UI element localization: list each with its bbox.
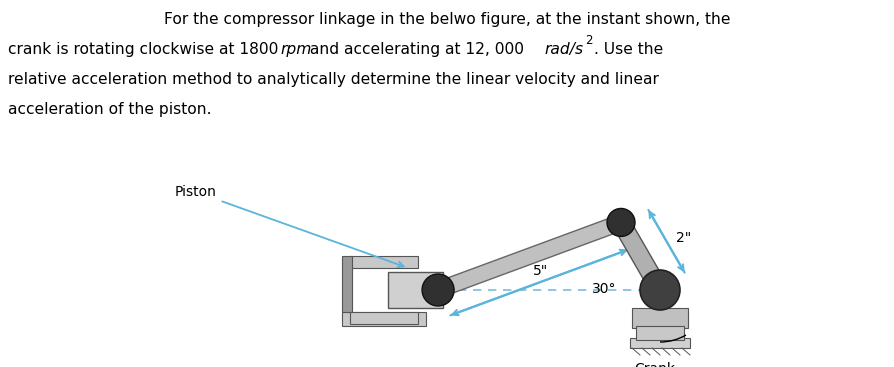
Text: 2: 2	[585, 34, 592, 47]
Text: acceleration of the piston.: acceleration of the piston.	[8, 102, 211, 117]
Text: rad/s: rad/s	[544, 42, 583, 57]
Bar	[342, 312, 426, 326]
Bar	[631, 308, 687, 328]
Bar	[350, 256, 417, 268]
Text: rpm: rpm	[280, 42, 311, 57]
Polygon shape	[612, 218, 667, 294]
Polygon shape	[434, 215, 623, 298]
Bar	[629, 338, 689, 348]
Circle shape	[422, 274, 453, 306]
Bar	[350, 312, 417, 324]
Text: and accelerating at 12, 000: and accelerating at 12, 000	[305, 42, 528, 57]
Circle shape	[639, 270, 679, 310]
Text: 30°: 30°	[591, 282, 616, 296]
Text: Crank: Crank	[634, 362, 675, 367]
Circle shape	[606, 208, 634, 236]
Text: relative acceleration method to analytically determine the linear velocity and l: relative acceleration method to analytic…	[8, 72, 658, 87]
Text: For the compressor linkage in the belwo figure, at the instant shown, the: For the compressor linkage in the belwo …	[164, 12, 730, 27]
Text: Piston: Piston	[175, 185, 403, 267]
Text: 5": 5"	[533, 264, 548, 278]
Text: . Use the: . Use the	[594, 42, 662, 57]
Bar	[388, 272, 443, 308]
Bar	[636, 326, 683, 340]
Text: 2": 2"	[675, 231, 690, 245]
Bar	[342, 256, 351, 312]
Text: crank is rotating clockwise at 1800: crank is rotating clockwise at 1800	[8, 42, 283, 57]
